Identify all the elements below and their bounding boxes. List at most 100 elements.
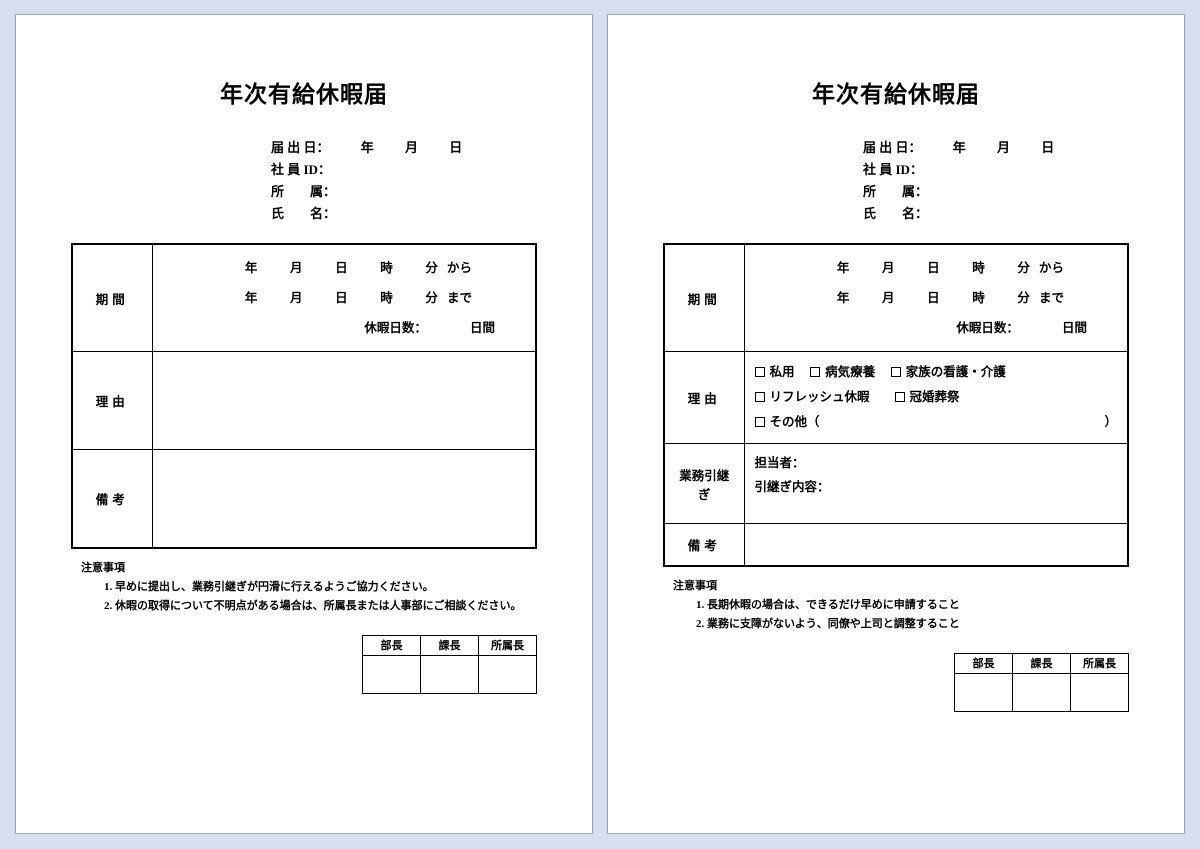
from-suffix: から (1039, 261, 1064, 275)
period-label: 期間 (664, 244, 744, 352)
period-to-line: 年 月 日 時 分 まで (163, 283, 526, 313)
notes-section: 注意事項 早めに提出し、業務引継ぎが円滑に行えるようご協力ください。 休暇の取得… (71, 559, 537, 615)
period-body: 年 月 日 時 分 から 年 月 日 時 分 まで 休暇日数： 日間 (152, 244, 536, 352)
department-label: 所 属： (863, 184, 928, 199)
submit-date-label: 届 出 日： (271, 140, 330, 155)
reason-option: 病気療養 (825, 365, 875, 379)
handover-content-label: 引継ぎ内容： (755, 476, 1118, 500)
reason-label: 理由 (664, 352, 744, 444)
approval-header: 所属長 (1071, 653, 1129, 673)
document-page-1: 年次有給休暇届 届 出 日： 年 月 日 社 員 ID： 所 属： 氏 名： 期… (15, 14, 593, 834)
period-days-line: 休暇日数： 日間 (163, 313, 526, 343)
days-unit: 日間 (470, 321, 495, 335)
checkbox-icon (755, 417, 765, 427)
notes-list: 早めに提出し、業務引継ぎが円滑に行えるようご協力ください。 休暇の取得について不… (81, 579, 527, 615)
handover-label: 業務引継ぎ (664, 444, 744, 524)
reason-row: 私用 病気療養 家族の看護・介護 (755, 360, 1118, 385)
reason-option: リフレッシュ休暇 (770, 390, 870, 404)
name-line: 氏 名： (863, 203, 1129, 225)
approval-stamp-cell (1013, 673, 1071, 711)
department-label: 所 属： (271, 184, 336, 199)
remarks-label: 備考 (72, 450, 152, 548)
approval-header: 課長 (1013, 653, 1071, 673)
notes-title: 注意事項 (673, 577, 1119, 593)
checkbox-icon (755, 367, 765, 377)
approval-table: 部長 課長 所属長 (954, 653, 1129, 712)
days-unit: 日間 (1062, 321, 1087, 335)
document-page-2: 年次有給休暇届 届 出 日： 年 月 日 社 員 ID： 所 属： 氏 名： 期… (607, 14, 1185, 834)
approval-table: 部長 課長 所属長 (362, 635, 537, 694)
approval-header: 課長 (421, 635, 479, 655)
day-unit: 日 (1041, 140, 1054, 155)
handover-assignee-label: 担当者： (755, 452, 1118, 476)
to-suffix: まで (1039, 291, 1064, 305)
submit-date-line: 届 出 日： 年 月 日 (863, 137, 1129, 159)
days-label: 休暇日数： (364, 321, 427, 335)
note-item: 業務に支障がないよう、同僚や上司と調整すること (707, 616, 1119, 633)
note-item: 休暇の取得について不明点がある場合は、所属長または人事部にご相談ください。 (115, 598, 527, 615)
month-unit: 月 (405, 140, 418, 155)
remarks-body-blank (744, 524, 1128, 566)
remarks-body-blank (152, 450, 536, 548)
main-table: 期間 年 月 日 時 分 から 年 月 日 時 分 まで (71, 243, 537, 549)
note-item: 早めに提出し、業務引継ぎが円滑に行えるようご協力ください。 (115, 579, 527, 596)
day-unit: 日 (449, 140, 462, 155)
notes-list: 長期休暇の場合は、できるだけ早めに申請すること 業務に支障がないよう、同僚や上司… (673, 597, 1119, 633)
remarks-label: 備考 (664, 524, 744, 566)
year-unit: 年 (953, 140, 966, 155)
reason-label: 理由 (72, 352, 152, 450)
reason-option: 私用 (770, 365, 795, 379)
header-block: 届 出 日： 年 月 日 社 員 ID： 所 属： 氏 名： (863, 137, 1129, 225)
approval-stamp-cell (955, 673, 1013, 711)
reason-body-blank (152, 352, 536, 450)
approval-stamp-cell (1071, 673, 1129, 711)
submit-date-line: 届 出 日： 年 月 日 (271, 137, 537, 159)
period-label: 期間 (72, 244, 152, 352)
period-to-line: 年 月 日 時 分 まで (755, 283, 1118, 313)
days-label: 休暇日数： (956, 321, 1019, 335)
approval-header: 所属長 (479, 635, 537, 655)
employee-id-line: 社 員 ID： (863, 159, 1129, 181)
checkbox-icon (895, 392, 905, 402)
approval-stamp-cell (363, 655, 421, 693)
department-line: 所 属： (863, 181, 1129, 203)
checkbox-icon (891, 367, 901, 377)
period-days-line: 休暇日数： 日間 (755, 313, 1118, 343)
reason-option: 冠婚葬祭 (910, 390, 960, 404)
page-title: 年次有給休暇届 (71, 75, 537, 109)
to-suffix: まで (447, 291, 472, 305)
checkbox-icon (755, 392, 765, 402)
approval-stamp-cell (421, 655, 479, 693)
reason-row: その他（ ） (755, 410, 1118, 435)
reason-other-suffix: ） (1104, 410, 1117, 435)
department-line: 所 属： (271, 181, 537, 203)
period-from-line: 年 月 日 時 分 から (163, 253, 526, 283)
approval-stamp-cell (479, 655, 537, 693)
year-unit: 年 (361, 140, 374, 155)
from-suffix: から (447, 261, 472, 275)
reason-row: リフレッシュ休暇 冠婚葬祭 (755, 385, 1118, 410)
note-item: 長期休暇の場合は、できるだけ早めに申請すること (707, 597, 1119, 614)
name-line: 氏 名： (271, 203, 537, 225)
employee-id-label: 社 員 ID： (271, 162, 331, 177)
submit-date-label: 届 出 日： (863, 140, 922, 155)
reason-checkboxes: 私用 病気療養 家族の看護・介護 リフレッシュ休暇 冠婚葬祭 その他（ ） (744, 352, 1128, 444)
month-unit: 月 (997, 140, 1010, 155)
name-label: 氏 名： (863, 206, 928, 221)
name-label: 氏 名： (271, 206, 336, 221)
period-body: 年 月 日 時 分 から 年 月 日 時 分 まで 休暇日数： 日間 (744, 244, 1128, 352)
approval-header: 部長 (363, 635, 421, 655)
period-from-line: 年 月 日 時 分 から (755, 253, 1118, 283)
approval-header: 部長 (955, 653, 1013, 673)
notes-title: 注意事項 (81, 559, 527, 575)
page-title: 年次有給休暇届 (663, 75, 1129, 109)
reason-other-prefix: その他（ (770, 415, 820, 429)
main-table: 期間 年 月 日 時 分 から 年 月 日 時 分 まで (663, 243, 1129, 567)
header-block: 届 出 日： 年 月 日 社 員 ID： 所 属： 氏 名： (271, 137, 537, 225)
employee-id-label: 社 員 ID： (863, 162, 923, 177)
notes-section: 注意事項 長期休暇の場合は、できるだけ早めに申請すること 業務に支障がないよう、… (663, 577, 1129, 633)
employee-id-line: 社 員 ID： (271, 159, 537, 181)
checkbox-icon (810, 367, 820, 377)
handover-body: 担当者： 引継ぎ内容： (744, 444, 1128, 524)
reason-option: 家族の看護・介護 (906, 365, 1006, 379)
